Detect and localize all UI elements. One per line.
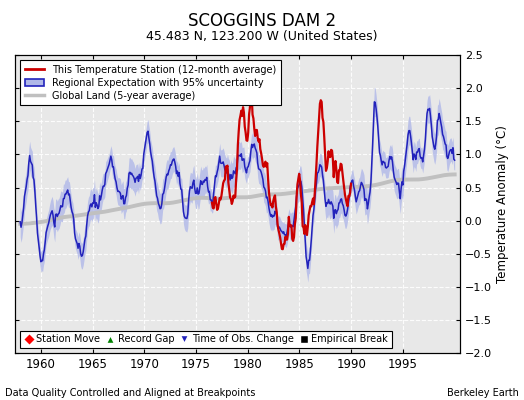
Text: Data Quality Controlled and Aligned at Breakpoints: Data Quality Controlled and Aligned at B… (5, 388, 256, 398)
Text: Berkeley Earth: Berkeley Earth (447, 388, 519, 398)
Text: 45.483 N, 123.200 W (United States): 45.483 N, 123.200 W (United States) (146, 30, 378, 43)
Y-axis label: Temperature Anomaly (°C): Temperature Anomaly (°C) (496, 125, 509, 283)
Legend: Station Move, Record Gap, Time of Obs. Change, Empirical Break: Station Move, Record Gap, Time of Obs. C… (20, 330, 392, 348)
Text: SCOGGINS DAM 2: SCOGGINS DAM 2 (188, 12, 336, 30)
